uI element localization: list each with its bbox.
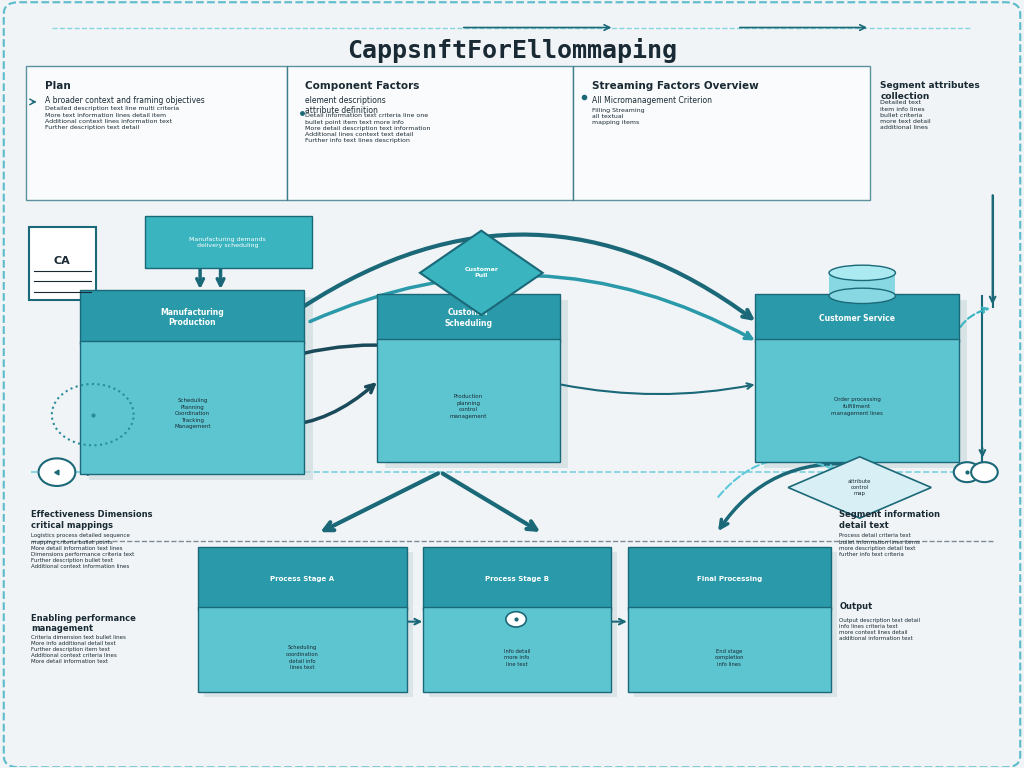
Text: CappsnftForEllommaping: CappsnftForEllommaping <box>347 38 677 63</box>
Ellipse shape <box>829 265 895 280</box>
Text: Enabling performance
management: Enabling performance management <box>32 614 136 634</box>
Text: End stage
completion
info lines: End stage completion info lines <box>715 649 744 667</box>
FancyBboxPatch shape <box>377 339 560 462</box>
FancyBboxPatch shape <box>423 607 611 692</box>
FancyBboxPatch shape <box>287 66 573 200</box>
Text: CA: CA <box>53 257 71 266</box>
Text: Order processing
fulfillment
management lines: Order processing fulfillment management … <box>831 397 883 415</box>
Text: Manufacturing demands
delivery scheduling: Manufacturing demands delivery schedulin… <box>189 237 266 247</box>
Text: Process Stage A: Process Stage A <box>270 575 335 581</box>
Text: Segment attributes
collection: Segment attributes collection <box>881 81 980 101</box>
Text: Plan: Plan <box>45 81 71 91</box>
FancyBboxPatch shape <box>423 548 611 610</box>
Circle shape <box>506 611 526 627</box>
Text: Final Processing: Final Processing <box>696 575 762 581</box>
Text: Criteria dimension text bullet lines
More info additional detail text
Further de: Criteria dimension text bullet lines Mor… <box>32 634 126 664</box>
Text: A broader context and framing objectives: A broader context and framing objectives <box>45 96 205 104</box>
FancyBboxPatch shape <box>27 66 287 200</box>
FancyBboxPatch shape <box>377 294 560 342</box>
FancyBboxPatch shape <box>429 552 617 697</box>
Polygon shape <box>788 457 931 518</box>
Text: Filling Streaming
all textual
mapping items: Filling Streaming all textual mapping it… <box>592 108 644 124</box>
FancyBboxPatch shape <box>634 552 838 697</box>
Text: Effectiveness Dimensions
critical mappings: Effectiveness Dimensions critical mappin… <box>32 511 153 530</box>
FancyBboxPatch shape <box>756 339 958 462</box>
Text: Manufacturing
Production: Manufacturing Production <box>161 307 224 327</box>
Text: Customer
Scheduling: Customer Scheduling <box>444 309 493 328</box>
Text: Output description text detail
info lines criteria text
more context lines detai: Output description text detail info line… <box>840 617 921 641</box>
Text: Scheduling
Planning
Coordination
Tracking
Management: Scheduling Planning Coordination Trackin… <box>174 398 211 429</box>
Text: Detail information text criteria line one
bullet point item text more info
More : Detail information text criteria line on… <box>305 114 431 143</box>
Text: Process detail criteria text
bullet information lines items
more description det: Process detail criteria text bullet info… <box>840 534 921 557</box>
Circle shape <box>39 458 76 486</box>
Text: Segment information
detail text: Segment information detail text <box>840 511 940 530</box>
FancyBboxPatch shape <box>81 290 304 344</box>
Text: Streaming Factors Overview: Streaming Factors Overview <box>592 81 759 91</box>
Text: Customer Service: Customer Service <box>819 313 895 323</box>
Text: Process Stage B: Process Stage B <box>485 575 549 581</box>
FancyBboxPatch shape <box>81 341 304 474</box>
Text: Output: Output <box>840 602 872 611</box>
Text: attribute
control
map: attribute control map <box>848 479 871 496</box>
FancyBboxPatch shape <box>204 552 413 697</box>
Bar <box>829 273 895 296</box>
FancyBboxPatch shape <box>30 227 96 300</box>
Circle shape <box>971 462 997 482</box>
FancyBboxPatch shape <box>144 216 311 268</box>
Circle shape <box>953 462 980 482</box>
FancyBboxPatch shape <box>628 548 831 610</box>
Text: All Micromanagement Criterion: All Micromanagement Criterion <box>592 96 712 104</box>
Text: Customer
Pull: Customer Pull <box>464 267 499 278</box>
Text: Logistics process detailed sequence
mapping criteria bullet points
More detail i: Logistics process detailed sequence mapp… <box>32 534 134 570</box>
Text: Detailed text
item info lines
bullet criteria
more text detail
additional lines: Detailed text item info lines bullet cri… <box>881 101 931 130</box>
Text: Production
planning
control
management: Production planning control management <box>450 394 487 419</box>
FancyBboxPatch shape <box>628 607 831 692</box>
FancyBboxPatch shape <box>756 294 958 342</box>
Polygon shape <box>420 230 543 315</box>
Text: Component Factors: Component Factors <box>305 81 420 91</box>
Text: Info detail
more info
line text: Info detail more info line text <box>504 649 530 667</box>
Ellipse shape <box>829 288 895 303</box>
Text: element descriptions
attribute definition: element descriptions attribute definitio… <box>305 96 386 115</box>
Text: Detailed description text line multi criteria
More text information lines detail: Detailed description text line multi cri… <box>45 107 179 130</box>
FancyBboxPatch shape <box>764 300 967 468</box>
FancyBboxPatch shape <box>198 548 407 610</box>
FancyBboxPatch shape <box>573 66 870 200</box>
FancyBboxPatch shape <box>385 300 568 468</box>
FancyBboxPatch shape <box>89 296 312 480</box>
FancyBboxPatch shape <box>198 607 407 692</box>
Text: Scheduling
coordination
detail info
lines text: Scheduling coordination detail info line… <box>286 645 318 670</box>
